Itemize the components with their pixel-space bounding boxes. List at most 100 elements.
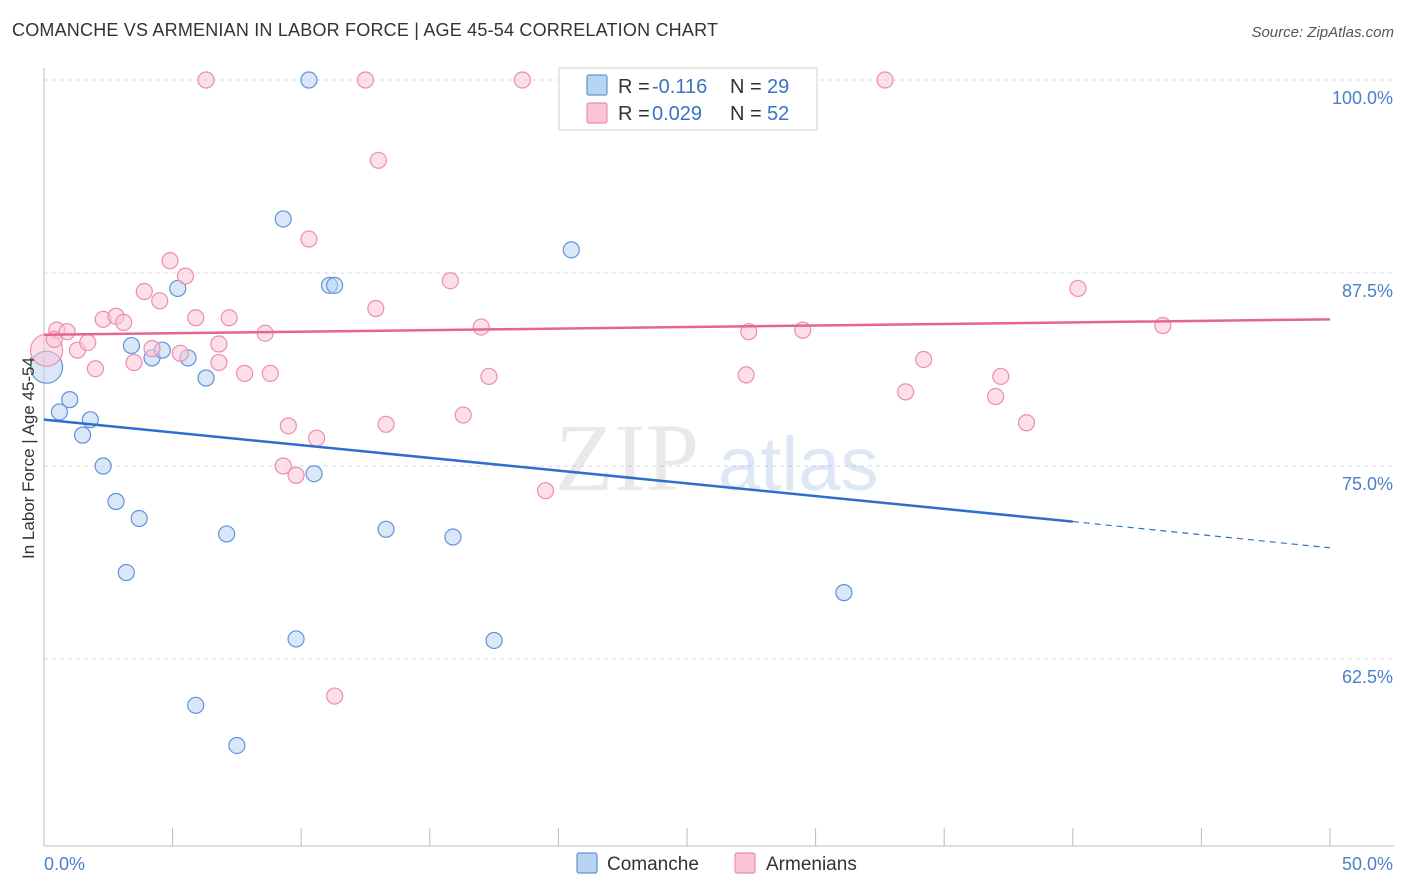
point-armenians xyxy=(740,323,758,341)
point-comanche xyxy=(835,584,853,602)
point-armenians xyxy=(161,252,179,270)
legend-n-label-comanche: N = xyxy=(730,76,762,98)
point-armenians xyxy=(737,366,755,384)
correlation-legend: R = -0.116 N = 29 R = 0.029 N = 52 xyxy=(558,67,818,131)
point-comanche xyxy=(274,210,292,228)
legend-r-value-comanche: -0.116 xyxy=(652,76,707,98)
point-comanche xyxy=(197,369,215,387)
point-comanche xyxy=(122,336,141,355)
point-armenians xyxy=(176,267,195,285)
point-armenians xyxy=(86,360,105,378)
point-comanche xyxy=(73,426,92,444)
point-armenians xyxy=(187,309,205,327)
point-comanche xyxy=(305,465,323,483)
y-axis-label: In Labor Force | Age 45-54 xyxy=(19,357,38,559)
point-armenians xyxy=(915,350,933,369)
bottom-legend-swatch-comanche xyxy=(576,852,598,874)
chart-title: COMANCHE VS ARMENIAN IN LABOR FORCE | AG… xyxy=(12,20,719,40)
point-comanche xyxy=(377,520,395,538)
point-comanche xyxy=(94,457,112,475)
legend-r-label-comanche: R = xyxy=(618,76,650,98)
legend-n-label-armenians: N = xyxy=(730,103,762,125)
point-comanche xyxy=(326,276,344,294)
point-armenians xyxy=(480,367,498,386)
y-tick-label: 100.0% xyxy=(1332,88,1393,108)
point-comanche xyxy=(300,71,318,89)
point-armenians xyxy=(454,406,472,424)
source-label: Source: ZipAtlas.com xyxy=(1251,24,1394,41)
point-comanche xyxy=(228,736,246,755)
point-armenians xyxy=(125,353,143,372)
legend-n-value-armenians: 52 xyxy=(767,103,789,125)
trend-line-extension-comanche xyxy=(1072,520,1331,549)
point-armenians xyxy=(1154,316,1172,335)
bottom-legend-label-armenians: Armenians xyxy=(766,854,857,875)
point-armenians xyxy=(115,313,133,332)
point-armenians xyxy=(151,292,169,310)
x-tick-label-max: 50.0% xyxy=(1342,854,1393,874)
point-armenians xyxy=(220,309,238,327)
y-tick-label: 62.5% xyxy=(1342,667,1393,687)
point-comanche xyxy=(130,509,148,528)
legend-swatch-comanche xyxy=(586,74,608,96)
trend-line-armenians xyxy=(43,318,1331,337)
legend-r-value-armenians: 0.029 xyxy=(652,103,702,125)
point-armenians xyxy=(897,383,915,401)
point-comanche xyxy=(287,630,305,648)
point-comanche xyxy=(107,492,125,511)
point-armenians xyxy=(308,429,326,447)
point-armenians xyxy=(992,367,1010,386)
legend-swatch-armenians xyxy=(586,102,608,124)
point-armenians xyxy=(274,457,292,475)
point-comanche xyxy=(187,696,205,714)
point-armenians xyxy=(441,272,459,290)
y-tick-labels: 62.5% 75.0% 87.5% 100.0% xyxy=(1332,88,1393,687)
series-legend: Comanche Armenians xyxy=(576,852,857,875)
point-armenians xyxy=(300,230,318,248)
watermark-zip: ZIP xyxy=(555,404,699,511)
point-armenians xyxy=(326,687,344,705)
watermark: ZIP atlas xyxy=(555,404,879,511)
point-comanche xyxy=(444,528,462,546)
point-armenians xyxy=(279,417,297,435)
bottom-legend-label-comanche: Comanche xyxy=(607,854,699,875)
point-comanche xyxy=(61,391,79,409)
point-armenians xyxy=(1017,414,1036,432)
bottom-legend-swatch-armenians xyxy=(734,852,756,874)
point-armenians xyxy=(536,482,555,500)
point-armenians xyxy=(236,364,254,382)
point-armenians xyxy=(287,466,305,484)
point-armenians xyxy=(210,335,228,353)
point-armenians xyxy=(210,353,228,372)
point-armenians xyxy=(876,71,894,89)
point-comanche xyxy=(485,631,503,650)
x-tick-marks xyxy=(43,828,1331,846)
point-comanche xyxy=(169,279,187,298)
point-comanche xyxy=(562,241,580,259)
legend-n-value-comanche: 29 xyxy=(767,76,789,98)
point-armenians xyxy=(513,71,531,89)
point-armenians xyxy=(135,282,153,301)
point-comanche xyxy=(218,525,236,543)
point-armenians xyxy=(261,364,279,382)
point-armenians xyxy=(1069,279,1087,298)
point-comanche xyxy=(117,563,135,582)
point-armenians xyxy=(367,299,385,318)
y-tick-label: 87.5% xyxy=(1342,281,1393,301)
point-armenians xyxy=(171,344,189,362)
point-armenians xyxy=(356,71,375,89)
point-armenians xyxy=(369,151,387,169)
point-armenians xyxy=(143,340,161,358)
point-armenians xyxy=(377,415,395,433)
y-tick-label: 75.0% xyxy=(1342,474,1393,494)
trend-line-comanche xyxy=(43,418,1073,523)
legend-r-label-armenians: R = xyxy=(618,103,650,125)
point-armenians xyxy=(987,387,1005,406)
trend-lines xyxy=(43,318,1331,549)
x-tick-label-min: 0.0% xyxy=(44,854,85,874)
point-armenians xyxy=(197,71,215,89)
watermark-atlas: atlas xyxy=(718,422,879,507)
point-armenians xyxy=(472,318,490,336)
point-armenians xyxy=(79,333,97,352)
